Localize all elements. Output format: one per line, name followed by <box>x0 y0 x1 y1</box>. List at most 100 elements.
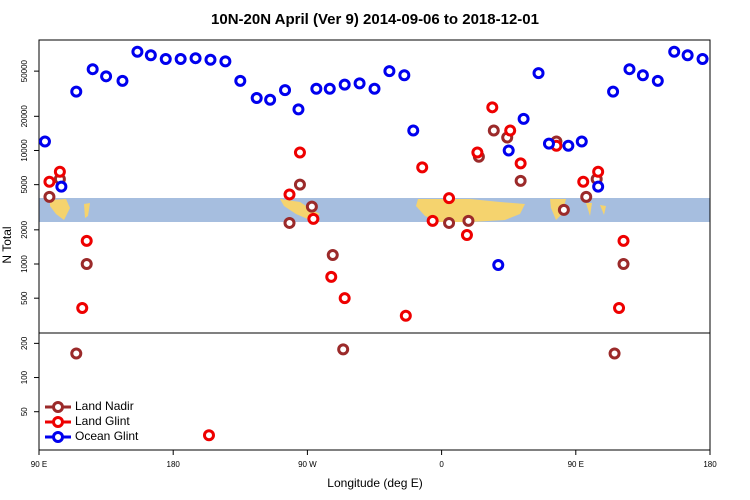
data-point <box>462 214 475 227</box>
data-point <box>292 103 305 116</box>
legend-swatch-marker <box>52 401 64 413</box>
data-point <box>575 135 588 148</box>
data-point <box>325 270 338 283</box>
data-point <box>592 180 605 193</box>
data-point <box>283 188 296 201</box>
data-point <box>219 55 232 68</box>
data-point <box>116 74 129 87</box>
data-point <box>310 82 323 95</box>
data-point <box>460 229 473 242</box>
data-point <box>399 309 412 322</box>
data-point <box>623 63 636 76</box>
data-point <box>608 347 621 360</box>
data-point <box>416 161 429 174</box>
x-tick-label: 180 <box>167 460 181 469</box>
data-point <box>651 74 664 87</box>
data-point <box>159 52 172 65</box>
data-point <box>279 84 292 97</box>
data-point <box>426 214 439 227</box>
data-point <box>398 69 411 82</box>
data-point <box>443 192 456 205</box>
data-point <box>353 77 366 90</box>
y-tick-label: 50000 <box>20 59 29 82</box>
data-point <box>514 157 527 170</box>
data-point <box>668 45 681 58</box>
data-point <box>337 343 350 356</box>
data-point <box>43 175 56 188</box>
x-tick-label: 0 <box>439 460 444 469</box>
data-point <box>636 69 649 82</box>
data-point <box>86 63 99 76</box>
data-point <box>70 85 83 98</box>
data-point <box>542 137 555 150</box>
data-point <box>100 70 113 83</box>
map-strip <box>39 198 710 222</box>
plot-frame <box>38 39 711 451</box>
data-point <box>283 216 296 229</box>
ocean-strip <box>39 198 710 222</box>
data-point <box>174 52 187 65</box>
data-point <box>383 65 396 78</box>
data-point <box>70 347 83 360</box>
land-shape <box>586 203 592 216</box>
data-point <box>293 178 306 191</box>
data-point <box>53 165 66 178</box>
data-point <box>307 212 320 225</box>
y-tick-label: 50 <box>20 407 29 416</box>
x-tick-label: 90 E <box>568 460 584 469</box>
data-point <box>204 53 217 66</box>
land-shape <box>50 199 70 220</box>
data-point <box>326 249 339 262</box>
y-tick-label: 100 <box>20 370 29 384</box>
y-axis-label: N Total <box>0 226 14 263</box>
y-tick-label: 200 <box>20 336 29 350</box>
data-point <box>293 146 306 159</box>
land-shape <box>416 199 525 222</box>
chart-title: 10N-20N April (Ver 9) 2014-09-06 to 2018… <box>211 11 539 28</box>
data-point <box>696 52 709 65</box>
data-point <box>368 82 381 95</box>
data-point <box>486 101 499 114</box>
data-point <box>517 112 530 125</box>
data-point <box>323 82 336 95</box>
data-point <box>443 216 456 229</box>
data-point <box>617 258 630 271</box>
data-point <box>264 93 277 106</box>
data-point <box>514 174 527 187</box>
data-point <box>577 175 590 188</box>
data-point <box>80 258 93 271</box>
data-point <box>144 49 157 62</box>
data-point <box>681 49 694 62</box>
data-point <box>607 85 620 98</box>
data-point <box>504 124 517 137</box>
data-point <box>338 292 351 305</box>
legend-label: Ocean Glint <box>75 429 139 443</box>
data-point <box>38 135 51 148</box>
data-point <box>305 200 318 213</box>
data-point <box>76 301 89 314</box>
data-point <box>80 234 93 247</box>
data-point <box>562 139 575 152</box>
data-point <box>471 146 484 159</box>
data-point <box>502 144 515 157</box>
data-point <box>592 165 605 178</box>
plot-marks <box>38 45 709 442</box>
legend-label: Land Nadir <box>75 399 134 413</box>
data-point <box>407 124 420 137</box>
data-point <box>55 180 68 193</box>
y-tick-label: 5000 <box>20 175 29 193</box>
x-tick-label: 180 <box>703 460 717 469</box>
y-tick-label: 500 <box>20 291 29 305</box>
y-tick-label: 1000 <box>20 255 29 273</box>
data-point <box>234 74 247 87</box>
land-shape <box>600 205 606 215</box>
data-point <box>492 259 505 272</box>
x-axis-label: Longitude (deg E) <box>327 476 422 490</box>
y-tick-label: 10000 <box>20 139 29 162</box>
land-shape <box>84 203 90 218</box>
data-point <box>202 429 215 442</box>
data-point <box>617 234 630 247</box>
x-tick-label: 90 E <box>31 460 47 469</box>
